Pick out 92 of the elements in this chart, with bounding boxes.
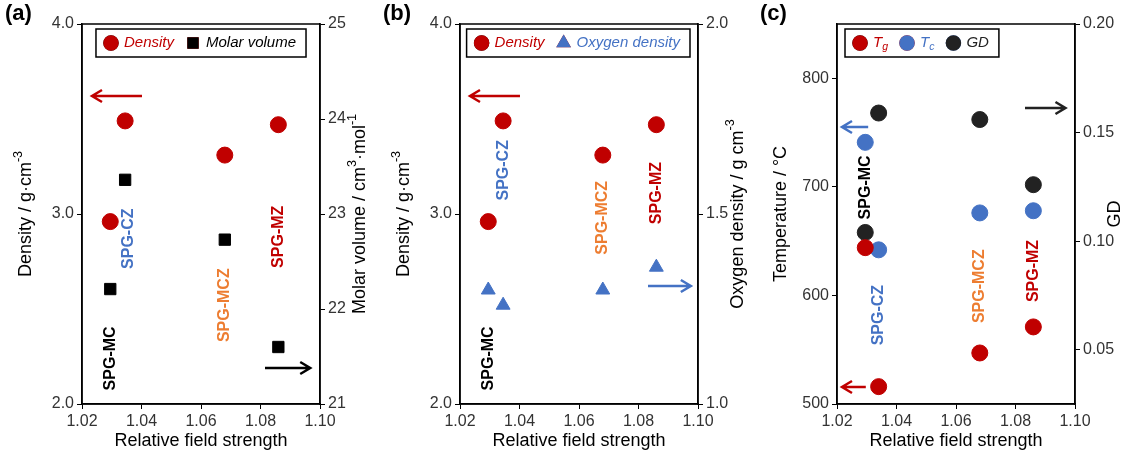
annotation: SPG-MC xyxy=(855,154,873,220)
legend-label: Oxygen density xyxy=(576,33,682,51)
point xyxy=(594,146,612,164)
annotation: SPG-MZ xyxy=(646,161,664,225)
y2-tick-label: 1.0 xyxy=(706,394,729,412)
y-tick-label: 800 xyxy=(802,68,830,86)
point xyxy=(494,112,512,130)
x-tick-label: 1.08 xyxy=(622,412,655,430)
legend-label: GD xyxy=(966,33,990,51)
point xyxy=(856,133,874,151)
point xyxy=(971,111,989,129)
y-tick-label: 4.0 xyxy=(429,14,453,32)
y2-tick-label: 23 xyxy=(328,204,346,222)
point xyxy=(272,340,285,354)
y-tick-label: 4.0 xyxy=(51,14,75,32)
x-tick-label: 1.04 xyxy=(125,412,158,430)
x-axis-title: Relative field strength xyxy=(114,429,288,450)
point xyxy=(479,213,497,231)
y2-tick-label: 0.10 xyxy=(1083,231,1115,249)
point xyxy=(595,281,611,295)
y2-tick-label: 2.0 xyxy=(706,14,729,32)
y-tick-label: 700 xyxy=(802,177,830,195)
y-axis-title: Density / g·cm-3 xyxy=(11,150,35,278)
chart-title: (c) xyxy=(760,0,787,26)
y2-tick-label: 0.05 xyxy=(1083,340,1115,358)
x-axis-title: Relative field strength xyxy=(869,429,1043,450)
annotation: SPG-MCZ xyxy=(970,249,988,324)
x-tick-label: 1.04 xyxy=(503,412,536,430)
x-tick-label: 1.04 xyxy=(880,412,913,430)
point xyxy=(648,258,664,272)
point xyxy=(480,281,496,295)
point xyxy=(101,213,119,231)
y2-axis-title: GD xyxy=(1103,200,1124,228)
point xyxy=(856,239,874,257)
annotation: SPG-CZ xyxy=(118,208,136,269)
annotation: SPG-CZ xyxy=(493,139,511,201)
annotation: SPG-MCZ xyxy=(215,268,233,343)
point xyxy=(269,116,287,134)
y-tick-label: 500 xyxy=(802,394,830,412)
legend-label: Molar volume xyxy=(205,33,297,51)
x-tick-label: 1.08 xyxy=(244,412,277,430)
y-tick-label: 2.0 xyxy=(429,394,453,412)
y-tick-label: 2.0 xyxy=(51,394,75,412)
point xyxy=(971,344,989,362)
y2-tick-label: 21 xyxy=(328,394,346,412)
y2-tick-label: 1.5 xyxy=(706,204,729,222)
point xyxy=(1024,318,1042,336)
annotation: SPG-MC xyxy=(478,325,496,391)
point xyxy=(870,104,888,122)
point xyxy=(495,296,511,310)
y2-tick-label: 25 xyxy=(328,14,346,32)
x-tick-label: 1.02 xyxy=(66,412,98,430)
point xyxy=(104,282,117,296)
annotation: SPG-MC xyxy=(100,325,118,391)
x-tick-label: 1.02 xyxy=(821,412,853,430)
y-axis-title: Temperature / °C xyxy=(769,145,790,283)
point xyxy=(870,378,888,396)
annotation: SPG-MZ xyxy=(1023,239,1041,303)
x-tick-label: 1.06 xyxy=(940,412,972,430)
point xyxy=(856,223,874,241)
y-axis-title: Density / g·cm-3 xyxy=(389,150,413,278)
x-tick-label: 1.08 xyxy=(999,412,1032,430)
x-tick-label: 1.06 xyxy=(563,412,595,430)
y2-tick-label: 0.20 xyxy=(1083,14,1115,32)
chart-title: (a) xyxy=(5,0,32,26)
point xyxy=(971,204,989,222)
point xyxy=(216,146,234,164)
y2-axis-title: Molar volume / cm3·mol-1 xyxy=(345,113,369,315)
point xyxy=(1024,202,1042,220)
y2-tick-label: 22 xyxy=(328,299,346,317)
legend-label: Density xyxy=(123,33,176,51)
y2-tick-label: 0.15 xyxy=(1083,122,1115,140)
point xyxy=(1024,176,1042,194)
point xyxy=(118,173,132,186)
x-tick-label: 1.10 xyxy=(682,412,714,430)
annotation: SPG-CZ xyxy=(869,284,887,346)
point xyxy=(116,112,134,130)
y-tick-label: 3.0 xyxy=(429,204,453,222)
y-tick-label: 600 xyxy=(802,285,830,303)
x-tick-label: 1.10 xyxy=(1059,412,1091,430)
point xyxy=(218,233,231,246)
chart-title: (b) xyxy=(383,0,412,26)
x-tick-label: 1.02 xyxy=(444,412,476,430)
y-tick-label: 3.0 xyxy=(51,204,75,222)
x-tick-label: 1.06 xyxy=(185,412,217,430)
point xyxy=(647,116,665,134)
annotation: SPG-MCZ xyxy=(593,180,611,255)
x-tick-label: 1.10 xyxy=(304,412,336,430)
x-axis-title: Relative field strength xyxy=(492,429,666,450)
y2-tick-label: 24 xyxy=(328,109,346,127)
annotation: SPG-MZ xyxy=(268,205,286,268)
legend-label: Density xyxy=(494,33,547,51)
